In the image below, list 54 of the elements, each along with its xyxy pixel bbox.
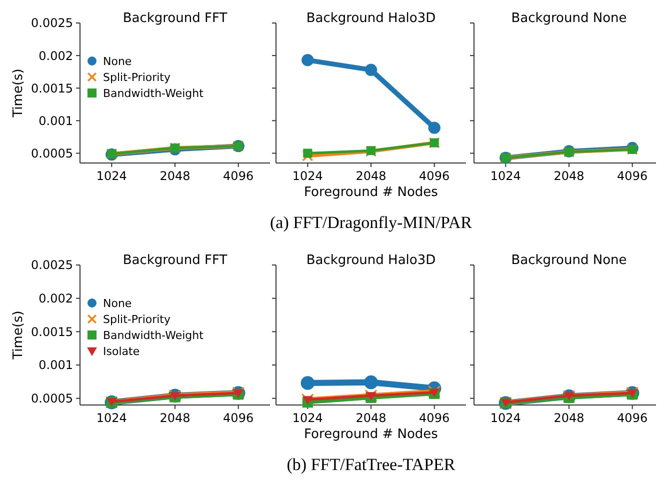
legend-label: Split-Priority xyxy=(103,70,171,84)
y-tick-label: 0.0025 xyxy=(31,258,73,272)
point xyxy=(364,64,378,76)
chart-title: Background Halo3D xyxy=(306,253,436,268)
text: (b) FFT/FatTree-TAPER xyxy=(286,455,456,474)
x-tick-label: 4096 xyxy=(419,411,450,425)
point xyxy=(302,396,313,405)
y-tick-label: 0.001 xyxy=(38,358,73,372)
chart-title: Background Halo3D xyxy=(306,11,436,26)
point xyxy=(303,148,312,158)
x-tick-label: 4096 xyxy=(617,411,648,425)
x-tick-label: 2048 xyxy=(160,169,190,183)
legend-label: None xyxy=(103,296,132,310)
chart-title: Background None xyxy=(511,253,627,268)
y-tick-label: 0.0025 xyxy=(31,16,73,30)
x-axis-title: Foreground # Nodes xyxy=(304,185,438,200)
x-tick-label: 1024 xyxy=(490,169,521,183)
x-tick-label: 4096 xyxy=(223,169,254,183)
x-tick-label: 1024 xyxy=(292,411,323,425)
x-tick-label: 2048 xyxy=(554,411,584,425)
x-tick-label: 2048 xyxy=(554,169,584,183)
y-tick-label: 0.001 xyxy=(38,114,73,128)
x-tick-label: 4096 xyxy=(617,169,648,183)
point xyxy=(302,54,314,66)
x-tick-label: 2048 xyxy=(160,411,190,425)
y-tick-label: 0.0005 xyxy=(31,146,73,160)
x-tick-label: 4096 xyxy=(223,411,254,425)
x-tick-label: 1024 xyxy=(96,169,127,183)
point xyxy=(428,122,440,134)
y-axis-title: Time(s) xyxy=(11,310,26,360)
y-axis-title: Time(s) xyxy=(11,68,26,118)
y-tick-label: 0.0005 xyxy=(31,392,73,406)
x-tick-label: 2048 xyxy=(356,411,386,425)
y-tick-label: 0.002 xyxy=(38,48,73,63)
x-tick-label: 1024 xyxy=(96,411,127,425)
x-tick-label: 1024 xyxy=(292,169,323,183)
text: (a) FFT/Dragonfly-MIN/PAR xyxy=(270,213,473,232)
legend-label: Bandwidth-Weight xyxy=(103,328,204,342)
x-tick-label: 2048 xyxy=(356,169,386,183)
chart-title: Background None xyxy=(511,11,627,26)
chart-title: Background FFT xyxy=(122,253,228,268)
point xyxy=(364,375,378,390)
y-tick-label: 0.002 xyxy=(38,292,73,306)
legend-label: None xyxy=(103,54,132,68)
x-tick-label: 4096 xyxy=(419,169,450,183)
point xyxy=(300,376,315,390)
legend-label: Split-Priority xyxy=(103,312,171,326)
legend-label: Bandwidth-Weight xyxy=(103,86,204,100)
y-tick-label: 0.0015 xyxy=(31,324,73,339)
x-tick-label: 1024 xyxy=(490,411,521,425)
legend-label: Isolate xyxy=(103,344,140,358)
chart-title: Background FFT xyxy=(122,11,228,26)
y-tick-label: 0.0015 xyxy=(31,81,73,96)
x-axis-title: Foreground # Nodes xyxy=(304,427,438,442)
